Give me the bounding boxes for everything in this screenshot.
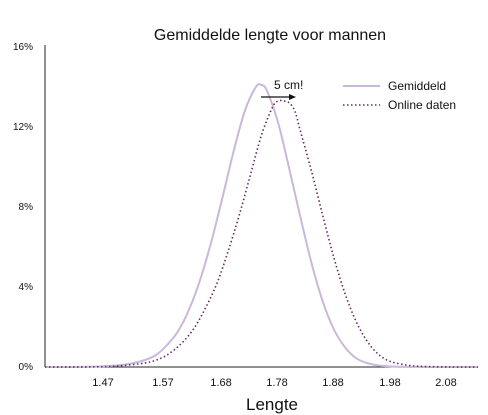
x-tick-label: 1.88 (322, 377, 343, 389)
annotation-label: 5 cm! (274, 78, 303, 92)
annotation: 5 cm! (261, 78, 303, 100)
y-tick-label: 8% (19, 202, 34, 213)
legend-label: Online daten (388, 98, 456, 112)
y-tick-label: 12% (13, 122, 33, 133)
x-tick-label: 2.08 (435, 377, 456, 389)
x-tick-label: 1.78 (266, 377, 287, 389)
x-tick-label: 1.98 (379, 377, 400, 389)
series-line-gemiddeld (44, 83, 478, 369)
y-tick-label: 16% (13, 42, 33, 53)
x-tick-label: 1.57 (152, 377, 173, 389)
x-tick-label: 1.47 (92, 377, 113, 389)
legend-label: Gemiddeld (388, 79, 446, 93)
x-axis-label: Lengte (246, 395, 298, 414)
y-tick-label: 4% (19, 282, 34, 293)
x-axis: 1.47 1.57 1.68 1.78 1.88 1.98 2.08 Lengt… (45, 366, 478, 414)
y-axis: 0% 4% 8% 12% 16% (13, 42, 46, 373)
plot-area (44, 83, 479, 369)
chart-title: Gemiddelde lengte voor mannen (154, 27, 386, 44)
annotation-arrowhead (289, 94, 296, 100)
series-line-online-daten (44, 99, 479, 368)
x-tick-label: 1.68 (210, 377, 231, 389)
legend: Gemiddeld Online daten (343, 79, 456, 112)
y-tick-label: 0% (19, 362, 34, 373)
